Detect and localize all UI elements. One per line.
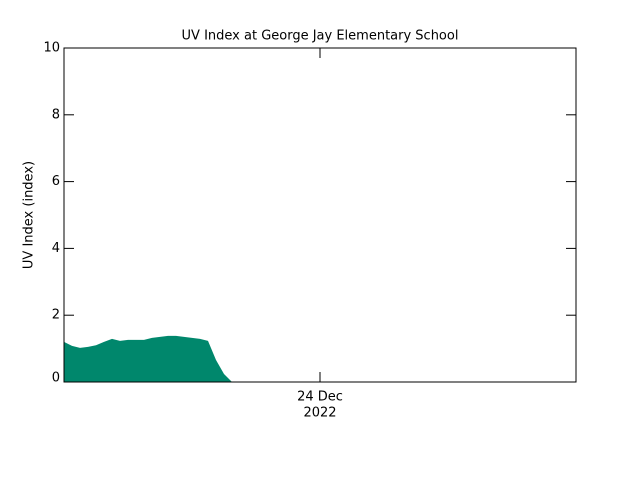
- chart-title: UV Index at George Jay Elementary School: [182, 29, 459, 44]
- y-tick-label: 2: [52, 308, 60, 323]
- y-tick-label: 6: [52, 174, 60, 189]
- y-tick-label: 10: [43, 41, 60, 56]
- area: [64, 335, 232, 382]
- x-tick-label: 24 Dec: [297, 390, 343, 405]
- y-tick-label: 8: [52, 107, 60, 122]
- x-tick-label: 2022: [303, 406, 336, 421]
- y-tick-label: 4: [52, 241, 60, 256]
- y-tick-label: 0: [52, 371, 60, 386]
- y-axis-label: UV Index (index): [22, 161, 37, 269]
